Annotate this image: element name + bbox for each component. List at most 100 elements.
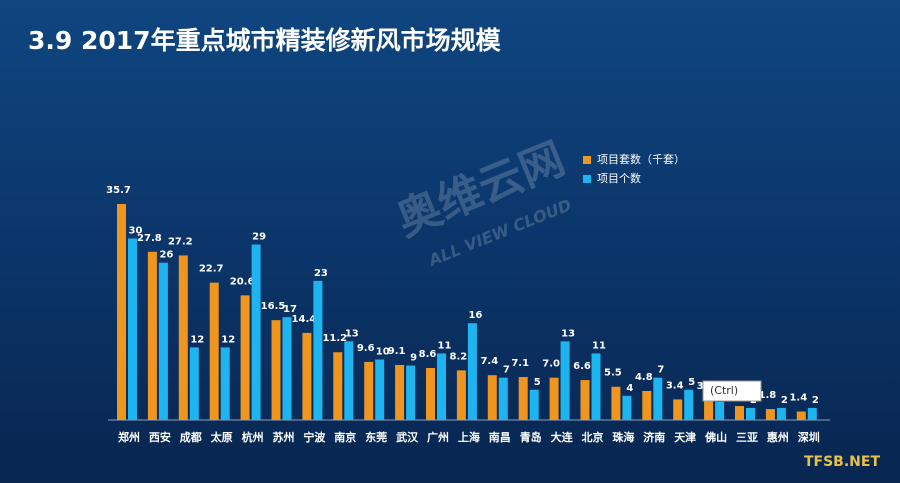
- data-label: 8.6: [419, 349, 437, 360]
- x-tick-label: 杭州: [242, 430, 264, 444]
- bar: [776, 407, 786, 420]
- x-tick-label: 大连: [551, 430, 574, 444]
- data-label: 23: [314, 268, 328, 279]
- x-tick-label: 深圳: [798, 430, 820, 444]
- x-tick-label: 天津: [674, 430, 696, 444]
- bar: [220, 347, 230, 420]
- data-label: 9: [410, 353, 417, 364]
- bar: [653, 377, 663, 420]
- x-tick-label: 北京: [582, 430, 604, 444]
- data-label: 27.8: [137, 233, 162, 244]
- data-label: 9.6: [357, 343, 375, 354]
- popup-box: [702, 380, 762, 402]
- x-tick-label: 武汉: [396, 430, 419, 444]
- bar: [333, 352, 343, 420]
- data-label: 13: [561, 328, 575, 339]
- bar: [746, 407, 755, 420]
- bar: [498, 377, 508, 420]
- bar: [240, 295, 250, 420]
- data-label: 7.4: [480, 356, 498, 367]
- bar: [684, 389, 694, 420]
- data-label: 5.5: [604, 368, 622, 379]
- popup-text: (Ctrl): [710, 384, 738, 397]
- data-label: 10: [376, 347, 390, 358]
- data-label: 1.8: [759, 390, 777, 401]
- bar: [426, 367, 435, 420]
- bar: [580, 380, 590, 420]
- data-label: 9.1: [388, 346, 406, 357]
- bar: [518, 377, 528, 420]
- site-mark: TFSB.NET: [804, 454, 880, 470]
- data-label: 14.4: [292, 314, 317, 325]
- bar: [117, 204, 126, 420]
- bar: [487, 375, 497, 420]
- data-label: 7.1: [511, 358, 529, 369]
- data-label: 5: [688, 377, 695, 388]
- data-label: 7: [503, 365, 510, 376]
- bar: [189, 347, 199, 420]
- bar: [302, 332, 312, 420]
- legend: 项目套数（千套） 项目个数: [583, 153, 685, 185]
- bar: [467, 323, 477, 420]
- bar: [251, 244, 261, 420]
- bar: [704, 400, 714, 420]
- data-label: 17: [283, 304, 297, 315]
- data-label: 16.5: [261, 301, 286, 312]
- data-label: 20.6: [230, 276, 255, 287]
- data-label: 7: [657, 365, 664, 376]
- data-label: 29: [252, 232, 266, 243]
- x-tick-label: 济南: [643, 430, 665, 444]
- data-label: 2: [812, 395, 819, 406]
- bar: [344, 341, 354, 420]
- bar: [158, 262, 168, 420]
- bar: [375, 359, 385, 420]
- x-tick-label: 广州: [427, 430, 449, 444]
- x-tick-label: 佛山: [704, 430, 727, 444]
- bar: [642, 390, 652, 420]
- data-label: 16: [468, 310, 482, 321]
- x-tick-label: 青岛: [520, 430, 542, 444]
- data-label: 11.2: [322, 333, 347, 344]
- x-tick-label: 苏州: [273, 430, 295, 444]
- x-tick-label: 惠州: [767, 430, 789, 444]
- bar: [611, 386, 621, 420]
- data-label: 1.4: [789, 393, 807, 404]
- data-label: 2: [781, 395, 788, 406]
- x-tick-label: 东莞: [365, 430, 387, 444]
- watermark: 奥维云网 ALL VIEW CLOUD: [390, 133, 575, 271]
- bar: [147, 251, 157, 420]
- x-tick-label: 南京: [334, 430, 356, 444]
- chart-title: 3.9 2017年重点城市精装修新风市场规模: [28, 26, 502, 55]
- data-label: 13: [345, 328, 359, 339]
- bar: [178, 255, 188, 420]
- bar: [549, 377, 559, 420]
- data-label: 8.2: [450, 351, 468, 362]
- x-tick-label: 三亚: [736, 431, 758, 444]
- bar: [364, 361, 374, 420]
- bar: [560, 341, 570, 420]
- legend-label: 项目个数: [597, 172, 641, 185]
- legend-swatch: [583, 175, 591, 183]
- data-label: 35.7: [106, 185, 131, 196]
- x-tick-label: 上海: [458, 430, 480, 444]
- data-label: 3.4: [666, 380, 684, 391]
- bar: [271, 320, 281, 420]
- bar: [807, 407, 817, 420]
- legend-swatch: [583, 156, 591, 164]
- data-label: 11: [438, 340, 452, 351]
- x-tick-label: 宁波: [303, 430, 326, 444]
- x-tick-label: 成都: [180, 430, 202, 444]
- data-label: 12: [221, 334, 235, 345]
- x-tick-label: 南昌: [489, 430, 511, 444]
- x-tick-label: 珠海: [612, 430, 634, 444]
- bar: [128, 238, 137, 420]
- data-label: 7.0: [542, 359, 560, 370]
- x-tick-label: 郑州: [118, 430, 140, 444]
- bar: [282, 317, 292, 420]
- bar: [765, 409, 775, 420]
- bar: [622, 395, 632, 420]
- data-label: 4: [626, 383, 633, 394]
- bar: [529, 389, 539, 420]
- bar: [209, 282, 219, 420]
